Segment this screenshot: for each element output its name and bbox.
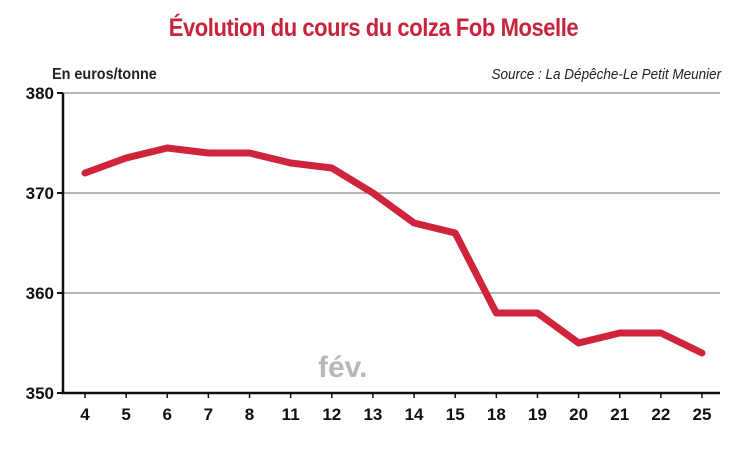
x-tick-label-18: 18 <box>487 405 506 424</box>
y-tick-label-370: 370 <box>26 184 54 203</box>
data-point-5 <box>122 154 130 162</box>
x-tick-label-21: 21 <box>610 405 629 424</box>
data-point-21 <box>616 329 623 337</box>
y-axis-unit-label: En euros/tonne <box>52 66 157 83</box>
data-point-18 <box>493 309 500 317</box>
y-tick-label-360: 360 <box>26 284 54 303</box>
price-series-line <box>81 144 706 357</box>
month-label: fév. <box>318 351 367 384</box>
data-point-15 <box>452 229 459 237</box>
grid-layer <box>63 92 720 294</box>
data-point-12 <box>328 164 335 172</box>
x-tick-labels: 4 5 6 7 8 11 12 13 14 15 18 19 20 21 22 25 <box>80 405 711 424</box>
x-tick-label-25: 25 <box>693 405 712 424</box>
x-tick-label-11: 11 <box>282 405 300 424</box>
data-point-20 <box>575 339 582 347</box>
data-point-6 <box>164 144 171 152</box>
y-tick-label-350: 350 <box>26 384 54 403</box>
x-tick-label-12: 12 <box>322 405 341 424</box>
x-tick-label-13: 13 <box>363 405 382 424</box>
data-point-4 <box>81 169 89 177</box>
data-point-22 <box>657 329 665 337</box>
y-tick-label-380: 380 <box>26 84 54 103</box>
x-tick-label-14: 14 <box>405 405 424 424</box>
x-tick-label-20: 20 <box>569 405 588 424</box>
x-tick-label-5: 5 <box>121 405 130 424</box>
data-point-25 <box>698 349 706 357</box>
data-point-14 <box>410 219 418 227</box>
series-layer <box>81 144 706 357</box>
data-point-13 <box>369 189 377 197</box>
x-tick-label-6: 6 <box>163 405 172 424</box>
data-point-19 <box>534 309 541 317</box>
x-tick-label-8: 8 <box>245 405 254 424</box>
x-tick-label-4: 4 <box>80 405 90 424</box>
x-tick-label-19: 19 <box>528 405 547 424</box>
axis-layer <box>57 92 720 398</box>
source-note: Source : La Dépêche-Le Petit Meunier <box>491 66 721 83</box>
x-tick-label-15: 15 <box>446 405 465 424</box>
y-tick-labels: 350 360 370 380 <box>26 84 54 403</box>
data-point-11 <box>287 159 294 167</box>
x-tick-label-7: 7 <box>204 405 213 424</box>
data-point-7 <box>205 149 212 157</box>
x-tick-label-22: 22 <box>651 405 670 424</box>
chart-title: Évolution du cours du colza Fob Moselle <box>168 14 579 42</box>
data-point-8 <box>246 149 253 157</box>
